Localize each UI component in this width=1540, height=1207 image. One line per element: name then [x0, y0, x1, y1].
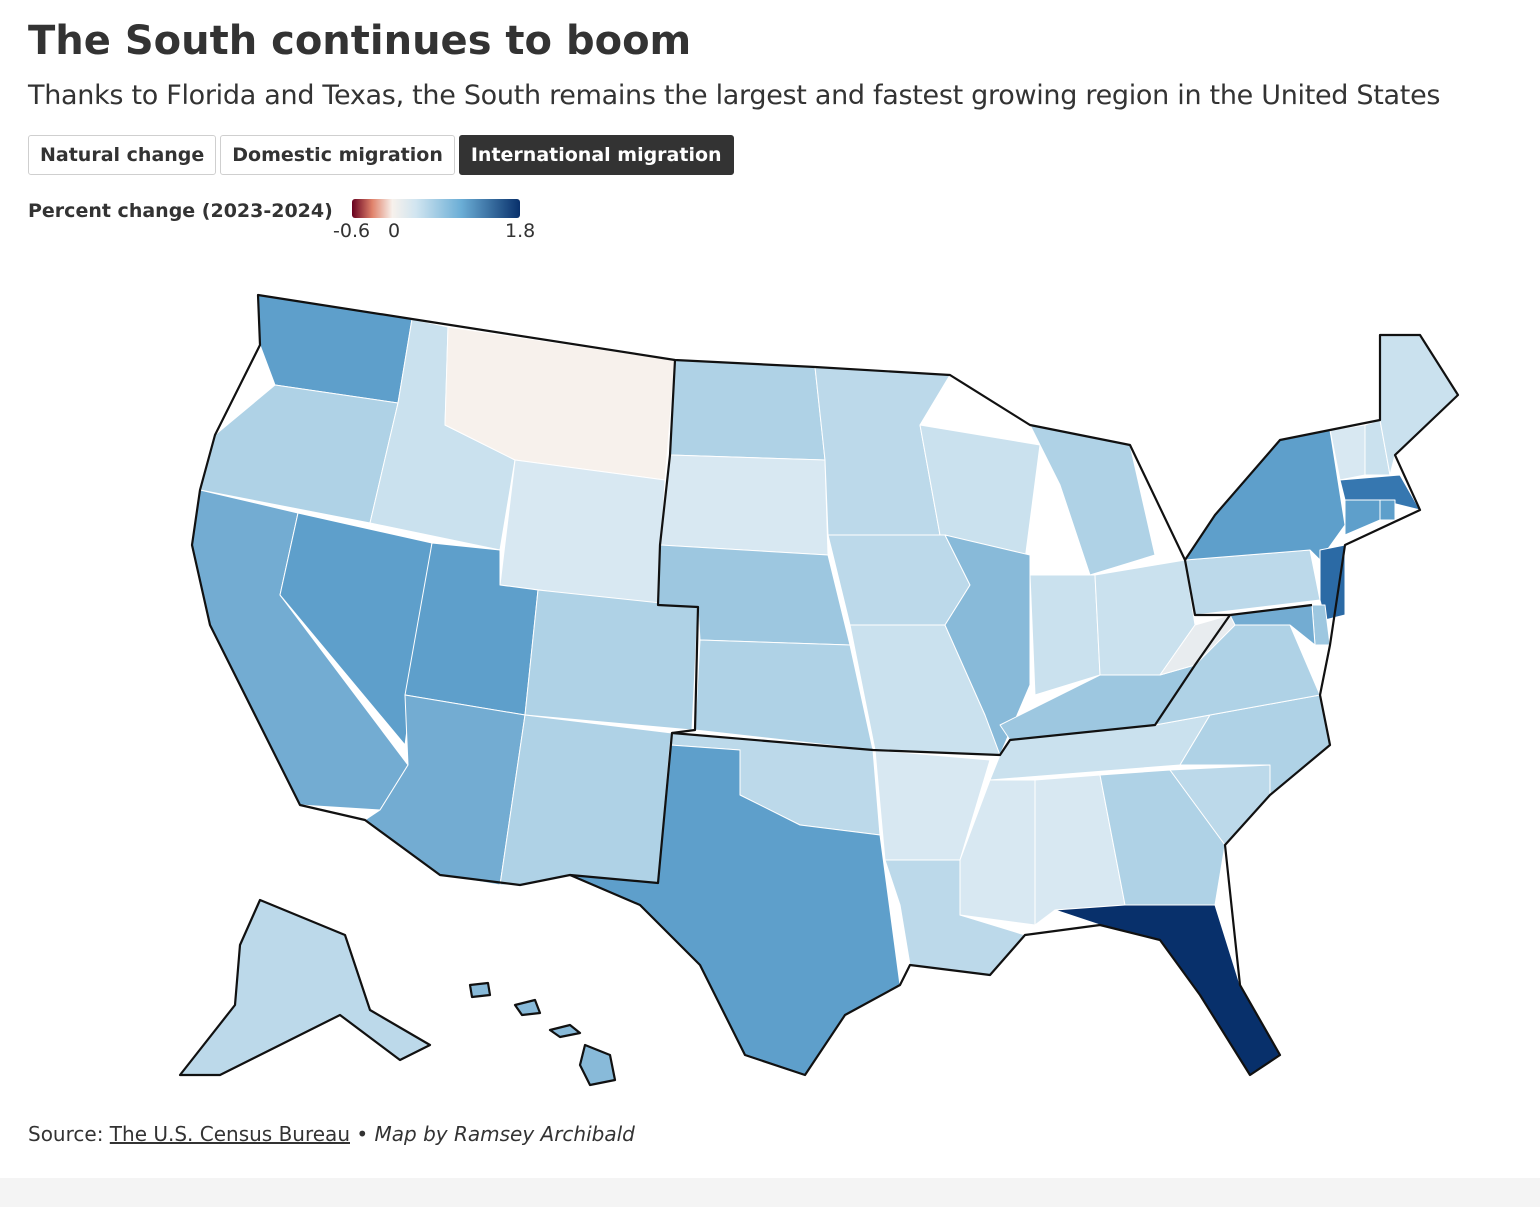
region-border-hawaii: [468, 981, 617, 1087]
tab-international-migration[interactable]: International migration: [458, 135, 734, 175]
source-note: Source: The U.S. Census Bureau • Map by …: [28, 1122, 635, 1146]
region-border-outline: [190, 293, 1460, 1077]
metric-tabs: Natural change Domestic migration Intern…: [28, 135, 734, 175]
legend-title: Percent change (2023-2024): [28, 200, 333, 222]
state-ma[interactable]: [1339, 474, 1421, 511]
region-border-northeast: [1183, 559, 1230, 617]
tab-domestic-migration[interactable]: Domestic migration: [220, 135, 455, 175]
state-sd[interactable]: [659, 454, 829, 556]
state-wy[interactable]: [499, 459, 666, 606]
tab-natural-change[interactable]: Natural change: [28, 135, 217, 175]
state-ri[interactable]: [1379, 499, 1396, 521]
legend-tick-min: -0.6: [333, 220, 371, 242]
page-title: The South continues to boom: [28, 18, 692, 64]
state-mi[interactable]: [1029, 424, 1156, 576]
state-in[interactable]: [1029, 574, 1101, 696]
state-ms[interactable]: [959, 779, 1036, 926]
source-prefix: Source:: [28, 1122, 110, 1146]
state-ct[interactable]: [1344, 499, 1381, 536]
state-pa[interactable]: [1184, 549, 1321, 616]
state-fl[interactable]: [1054, 904, 1281, 1076]
state-hi[interactable]: [469, 982, 616, 1086]
source-separator: •: [350, 1122, 375, 1146]
us-choropleth-map: [80, 285, 1470, 1095]
legend-color-scale: [352, 199, 520, 218]
state-ga[interactable]: [1099, 769, 1226, 906]
state-nv[interactable]: [279, 512, 433, 746]
state-or[interactable]: [199, 384, 399, 524]
state-nd[interactable]: [669, 359, 826, 461]
state-ia[interactable]: [827, 534, 971, 626]
state-ak[interactable]: [179, 899, 431, 1076]
state-ks[interactable]: [694, 639, 874, 751]
region-border-west-central: [569, 359, 700, 885]
region-border-south-north: [671, 603, 1313, 757]
legend-tick-max: 1.8: [505, 220, 536, 242]
state-nm[interactable]: [499, 714, 673, 886]
state-ny[interactable]: [1184, 429, 1346, 561]
page-subtitle: Thanks to Florida and Texas, the South r…: [28, 80, 1441, 111]
page-footer-strip: [0, 1178, 1540, 1207]
region-border-alaska: [178, 898, 432, 1077]
map-svg: [178, 293, 1460, 1087]
map-credit: Map by Ramsey Archibald: [374, 1122, 635, 1146]
legend-tick-zero: 0: [388, 220, 401, 242]
state-co[interactable]: [524, 589, 699, 731]
source-link[interactable]: The U.S. Census Bureau: [109, 1122, 350, 1146]
